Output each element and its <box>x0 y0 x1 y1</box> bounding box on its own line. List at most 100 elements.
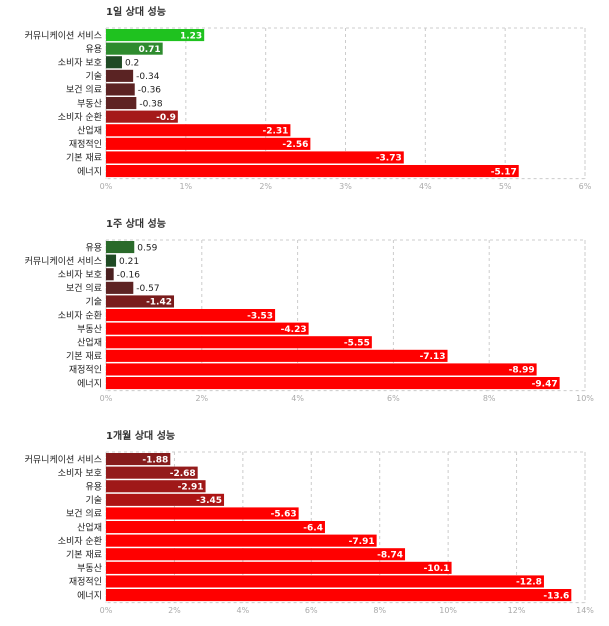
value-label: -3.45 <box>196 496 222 506</box>
category-label: 커뮤니케이션 서비스 <box>25 256 102 267</box>
chart-title: 1개월 상대 성능 <box>106 429 175 442</box>
x-tick-label: 2% <box>195 394 208 403</box>
x-tick-label: 2% <box>168 606 181 615</box>
value-label: -3.73 <box>376 154 402 164</box>
value-label: -2.31 <box>262 127 288 137</box>
chart-title: 1일 상대 성능 <box>106 5 166 18</box>
category-label: 에너지 <box>77 590 102 601</box>
category-label: 에너지 <box>77 378 102 389</box>
category-label: 재정적인 <box>69 364 102 376</box>
value-label: 1.23 <box>180 31 202 41</box>
bar <box>106 42 163 55</box>
x-tick-label: 0% <box>100 182 113 191</box>
value-label: -5.17 <box>491 167 517 177</box>
bar <box>106 466 198 479</box>
value-label: -2.91 <box>178 483 204 493</box>
bar <box>106 322 309 335</box>
bar <box>106 165 519 178</box>
value-label: -6.4 <box>303 523 323 533</box>
bar <box>106 124 291 137</box>
x-tick-label: 2% <box>259 182 272 191</box>
bar <box>106 561 452 574</box>
bar <box>106 254 117 267</box>
category-label: 소비자 보호 <box>58 270 102 281</box>
value-label: -8.74 <box>377 551 403 561</box>
category-label: 유용 <box>85 242 102 253</box>
bar <box>106 29 205 42</box>
value-label: 0.59 <box>137 243 157 253</box>
x-tick-label: 12% <box>508 606 526 615</box>
bar <box>106 507 299 520</box>
bar <box>106 69 134 82</box>
category-label: 산업재 <box>77 338 102 349</box>
bar <box>106 295 175 308</box>
x-tick-label: 5% <box>499 182 512 191</box>
bar <box>106 110 178 123</box>
bar <box>106 336 372 349</box>
value-label: -0.34 <box>136 72 160 82</box>
category-label: 부동산 <box>77 98 102 109</box>
value-label: -2.56 <box>282 140 308 150</box>
x-tick-label: 3% <box>339 182 352 191</box>
x-tick-label: 1% <box>179 182 192 191</box>
category-label: 보건 의료 <box>66 509 102 520</box>
bar <box>106 241 135 254</box>
value-label: -1.42 <box>146 298 172 308</box>
value-label: -7.13 <box>420 352 446 362</box>
value-label: -0.36 <box>138 86 162 96</box>
value-label: -10.1 <box>424 564 450 574</box>
value-label: -13.6 <box>543 591 569 601</box>
bar <box>106 548 406 561</box>
bar <box>106 363 537 376</box>
x-tick-label: 4% <box>419 182 432 191</box>
bar <box>106 137 311 150</box>
value-label: -12.8 <box>516 578 542 588</box>
bar <box>106 534 377 547</box>
category-label: 소비자 보호 <box>58 468 102 479</box>
bar <box>106 493 225 506</box>
category-label: 커뮤니케이션 서비스 <box>25 454 102 465</box>
category-label: 유용 <box>85 482 102 493</box>
value-label: 0.2 <box>125 59 139 69</box>
x-tick-label: 10% <box>439 606 457 615</box>
category-label: 기술 <box>85 297 102 308</box>
value-label: -5.63 <box>271 510 297 520</box>
category-label: 소비자 순환 <box>58 535 102 547</box>
category-label: 부동산 <box>77 563 102 574</box>
bar <box>106 83 135 96</box>
x-tick-label: 14% <box>576 606 594 615</box>
x-tick-label: 6% <box>305 606 318 615</box>
category-label: 기본 재료 <box>66 351 102 362</box>
category-label: 에너지 <box>77 166 102 177</box>
value-label: 0.71 <box>138 45 160 55</box>
bar <box>106 480 206 493</box>
bar <box>106 521 325 534</box>
x-tick-label: 0% <box>100 606 113 615</box>
bar <box>106 281 134 294</box>
category-label: 산업재 <box>77 126 102 137</box>
value-label: -0.9 <box>156 113 176 123</box>
value-label: -4.23 <box>281 325 307 335</box>
x-tick-label: 8% <box>373 606 386 615</box>
category-label: 유용 <box>85 44 102 55</box>
bar <box>106 151 404 164</box>
value-label: -7.91 <box>349 537 375 547</box>
x-tick-label: 6% <box>387 394 400 403</box>
x-tick-label: 4% <box>237 606 250 615</box>
x-tick-label: 10% <box>576 394 594 403</box>
category-label: 소비자 보호 <box>58 58 102 69</box>
category-label: 커뮤니케이션 서비스 <box>25 30 102 41</box>
value-label: -0.16 <box>117 271 141 281</box>
category-label: 기본 재료 <box>66 550 102 561</box>
bar <box>106 309 276 322</box>
bar <box>106 268 114 281</box>
category-label: 소비자 순환 <box>58 309 102 321</box>
value-label: -1.88 <box>142 455 168 465</box>
value-label: -2.68 <box>170 469 196 479</box>
value-label: -0.38 <box>139 99 163 109</box>
bar <box>106 349 448 362</box>
category-label: 부동산 <box>77 324 102 335</box>
bar <box>106 575 544 588</box>
bar <box>106 56 122 69</box>
